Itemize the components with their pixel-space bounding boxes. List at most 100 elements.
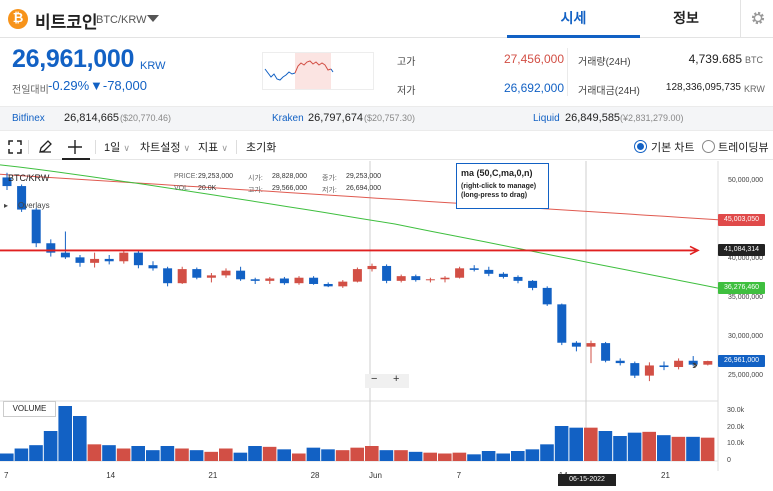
exchange-name[interactable]: Kraken <box>272 113 304 124</box>
candle-body <box>513 276 523 281</box>
price-axis-tick: 40,000,000 <box>728 254 764 262</box>
candle-body <box>659 365 669 368</box>
volume-bar <box>306 447 321 461</box>
volume-bar <box>657 435 671 461</box>
candle-body <box>265 278 275 281</box>
chart-canvas[interactable] <box>0 161 773 491</box>
price-badge: 36,276,460 <box>718 282 765 295</box>
exchange-name[interactable]: Liquid <box>533 113 560 124</box>
volume-bar <box>511 451 525 461</box>
price-chart[interactable]: BTC/KRW ▸ Overlays PRICE: 29,253,000 시가: … <box>0 161 773 491</box>
candle-body <box>250 279 260 281</box>
horizontal-line[interactable] <box>0 245 700 256</box>
candle-body <box>557 304 567 343</box>
date-axis-tick: Jun <box>369 471 382 480</box>
volume-bar <box>335 450 350 461</box>
chart-settings-label: 차트설정 <box>140 142 181 154</box>
sparkline-tail-line <box>330 68 334 73</box>
exchange-name[interactable]: Bitfinex <box>12 113 45 124</box>
volume-bar <box>14 448 29 461</box>
exchange-converted: ($20,770.46) <box>120 113 172 123</box>
ma-hint-manage: (right-click to manage) <box>461 183 537 190</box>
candle-body <box>279 278 289 284</box>
ma-study-panel[interactable]: ma (50,C,ma,0,n) (right-click to manage)… <box>456 163 549 209</box>
toolbar-divider <box>95 140 96 154</box>
volume-bar <box>233 452 248 461</box>
ma-study-title: ma (50,C,ma,0,n) <box>461 168 533 178</box>
date-axis-tick: 7 <box>4 471 9 480</box>
volume-bar <box>598 431 613 461</box>
amount-unit: KRW <box>744 84 765 94</box>
candle-body <box>469 268 479 270</box>
candle-body <box>644 365 654 376</box>
crosshair-icon <box>68 140 82 154</box>
volume-bar <box>452 452 467 461</box>
candle-body <box>411 276 421 281</box>
candle-body <box>294 277 304 284</box>
candle-body <box>352 269 362 282</box>
volume-bar <box>277 449 291 461</box>
interval-select[interactable]: 1일 ∨ <box>104 139 130 155</box>
coin-pair: BTC/KRW <box>96 14 147 26</box>
candle-body <box>542 287 552 305</box>
volume-bar <box>496 453 510 461</box>
toolbar-divider <box>236 140 237 154</box>
price-badge: 41,084,314 <box>718 244 765 257</box>
chevron-down-icon: ∨ <box>123 143 130 153</box>
settings-button[interactable] <box>740 0 773 38</box>
price-axis-tick: 25,000,000 <box>728 372 764 380</box>
price-unit: KRW <box>140 60 166 72</box>
zoom-out-button[interactable]: − <box>371 373 378 385</box>
basic-chart-radio[interactable] <box>634 140 647 153</box>
candle-body <box>221 270 231 276</box>
ohlc-price: 29,253,000 <box>198 173 234 180</box>
ohlc-high: 29,566,000 <box>272 185 308 192</box>
tab-info[interactable]: 정보 <box>673 10 699 26</box>
candle-body <box>338 281 348 287</box>
candle-body <box>703 361 713 365</box>
chevron-down-icon: ∨ <box>183 143 191 153</box>
coin-name: 비트코인 <box>35 13 98 32</box>
volume-bar <box>292 453 306 461</box>
indicators-menu[interactable]: 지표 ∨ <box>198 139 228 155</box>
chevron-down-icon[interactable] <box>147 15 159 22</box>
volume-bar <box>408 451 423 461</box>
toolbar-divider <box>28 140 29 154</box>
chart-settings-menu[interactable]: 차트설정 ∨ <box>140 139 190 155</box>
tab-quote[interactable]: 시세 <box>507 0 640 38</box>
volume-bar <box>642 431 656 461</box>
zoom-in-button[interactable]: + <box>393 373 400 385</box>
low-label: 저가 <box>397 86 416 97</box>
tradingview-label[interactable]: 트레이딩뷰 <box>718 142 769 154</box>
candle-body <box>31 209 41 244</box>
candle-body <box>148 265 158 269</box>
basic-chart-label[interactable]: 기본 차트 <box>651 142 695 154</box>
exchange-converted: (¥2,831,279.00) <box>620 113 684 123</box>
candle-body <box>440 277 450 280</box>
volume-bar <box>525 449 540 461</box>
crosshair-tool[interactable] <box>62 136 90 160</box>
bitcoin-logo-icon: ₿ <box>8 9 28 29</box>
overlays-toggle[interactable]: ▸ Overlays <box>4 201 50 210</box>
scroll-to-latest-button[interactable]: ›› <box>692 357 697 372</box>
pencil-icon[interactable] <box>36 138 54 156</box>
candle-body <box>2 177 12 187</box>
date-axis-tick: 14 <box>106 471 116 480</box>
volume-bar <box>686 436 700 461</box>
chart-symbol: BTC/KRW <box>8 173 50 183</box>
fullscreen-icon[interactable] <box>6 138 24 156</box>
gear-icon <box>751 11 765 25</box>
volume-axis-tick: 0 <box>727 457 731 464</box>
volume-bar <box>700 437 715 461</box>
candle-body <box>571 342 581 347</box>
volume-bar <box>540 444 554 461</box>
reset-button[interactable]: 초기화 <box>246 142 277 154</box>
volume-bar <box>671 436 686 461</box>
candle-body <box>133 252 143 266</box>
volume-bar <box>29 445 43 461</box>
candle-body <box>46 243 56 253</box>
tradingview-radio[interactable] <box>702 140 715 153</box>
chevron-down-icon: ∨ <box>221 143 228 153</box>
candle-body <box>323 283 333 287</box>
candle-body <box>484 269 494 274</box>
